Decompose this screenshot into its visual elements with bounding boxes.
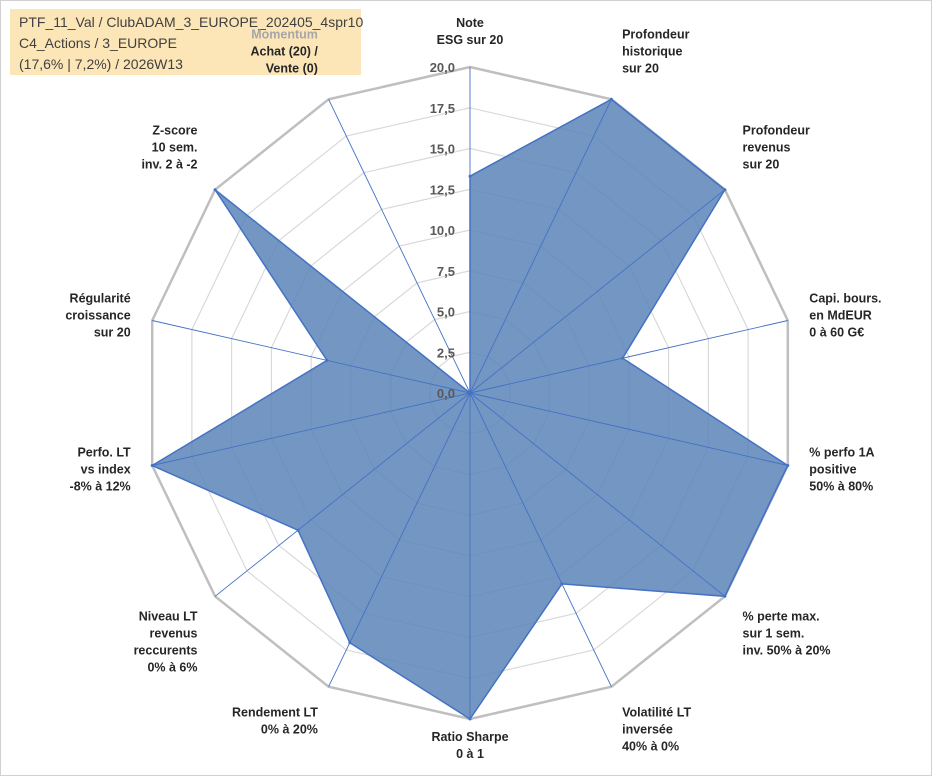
axis-spoke (328, 99, 471, 394)
tick-label: 17,5 (430, 101, 455, 116)
axis-spoke (469, 392, 612, 687)
tick-label: 15,0 (430, 142, 455, 157)
category-label: Momentum Achat (20) / Vente (0) (251, 27, 319, 75)
category-label: Profondeur revenus sur 20 (743, 123, 810, 171)
tick-label: 2,5 (437, 345, 455, 360)
radar-axis-labels: Note ESG sur 20 Profondeur historique sur 20… (65, 16, 881, 761)
tick-label: 7,5 (437, 264, 455, 279)
axis-spoke (469, 189, 726, 394)
axis-spoke (152, 320, 471, 394)
category-label: Capi. bours. en MdEUR 0 à 60 G€ (809, 292, 881, 340)
tick-label: 20,0 (430, 60, 455, 75)
header-line-performance: (17,6% | 7,2%) / 2026W13 (19, 56, 183, 72)
category-label: Volatilité LT inversée 40% à 0% (622, 706, 691, 754)
header-line-portfolio: PTF_11_Val / ClubADAM_3_EUROPE_202405_4s… (19, 14, 364, 30)
radar-tick-labels: 0,0 2,5 5,0 7,5 10,0 12,5 15,0 17,5 20,0 (430, 60, 455, 401)
category-label: Régularité croissance sur 20 (65, 292, 130, 340)
radar-spokes (152, 67, 788, 719)
axis-spoke (214, 189, 471, 394)
category-label: Rendement LT 0% à 20% (232, 706, 318, 737)
axis-spoke (214, 392, 471, 597)
tick-label: 12,5 (430, 182, 455, 197)
axis-spoke (469, 392, 726, 597)
header-line-category: C4_Actions / 3_EUROPE (19, 35, 177, 51)
axis-spoke (328, 392, 471, 687)
header-info-box: PTF_11_Val / ClubADAM_3_EUROPE_202405_4s… (10, 9, 364, 75)
category-label: Niveau LT revenus reccurents 0% à 6% (134, 610, 198, 675)
category-label: Note ESG sur 20 (437, 16, 504, 47)
tick-label: 0,0 (437, 386, 455, 401)
axis-spoke (152, 392, 471, 466)
axis-spoke (469, 392, 788, 466)
axis-spoke (469, 320, 788, 394)
category-label: Profondeur historique sur 20 (622, 27, 689, 75)
category-label: Perfo. LT vs index -8% à 12% (70, 446, 132, 494)
category-label: % perte max. sur 1 sem. inv. 50% à 20% (743, 610, 831, 658)
axis-spoke (469, 99, 612, 394)
category-label: % perfo 1A positive 50% à 80% (809, 446, 874, 494)
category-label: Z-score 10 sem. inv. 2 à -2 (141, 123, 197, 171)
tick-label: 10,0 (430, 223, 455, 238)
tick-label: 5,0 (437, 305, 455, 320)
category-label: Ratio Sharpe 0 à 1 (431, 730, 508, 761)
